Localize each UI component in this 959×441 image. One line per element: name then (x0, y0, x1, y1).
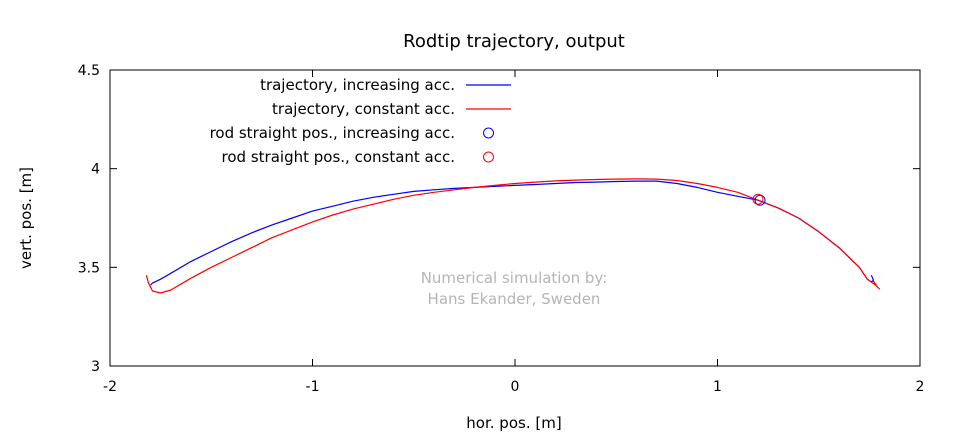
annotation-line-1: Numerical simulation by: (421, 269, 608, 287)
legend: trajectory, increasing acc. trajectory, c… (210, 76, 511, 166)
x-tick-label: 1 (713, 379, 722, 395)
x-tick-label: -2 (103, 379, 117, 395)
series-point-2 (754, 194, 766, 206)
legend-label: trajectory, constant acc. (272, 100, 455, 118)
x-tick-label: 0 (511, 379, 520, 395)
annotation-line-2: Hans Ekander, Sweden (428, 290, 601, 308)
plot-area (145, 178, 881, 294)
x-tick-label: -1 (306, 379, 320, 395)
legend-label: trajectory, increasing acc. (260, 76, 455, 94)
legend-swatch-point (483, 151, 494, 163)
y-tick-label: 4 (91, 162, 100, 178)
axes: -2 -1 0 1 2 3 3.5 4 4.5 (78, 63, 925, 395)
x-tick-label: 2 (916, 379, 925, 395)
chart-title: Rodtip trajectory, output (403, 31, 625, 52)
y-axis-label: vert. pos. [m] (17, 167, 35, 269)
y-tick-label: 3 (91, 359, 100, 375)
series-point-3 (752, 193, 764, 205)
y-tick-label: 4.5 (78, 63, 100, 79)
y-tick-label: 3.5 (78, 260, 100, 276)
x-axis-label: hor. pos. [m] (466, 414, 561, 432)
legend-label: rod straight pos., increasing acc. (210, 124, 455, 142)
legend-label: rod straight pos., constant acc. (222, 148, 455, 166)
series-line-1 (145, 178, 881, 294)
legend-swatch-point (483, 127, 494, 139)
